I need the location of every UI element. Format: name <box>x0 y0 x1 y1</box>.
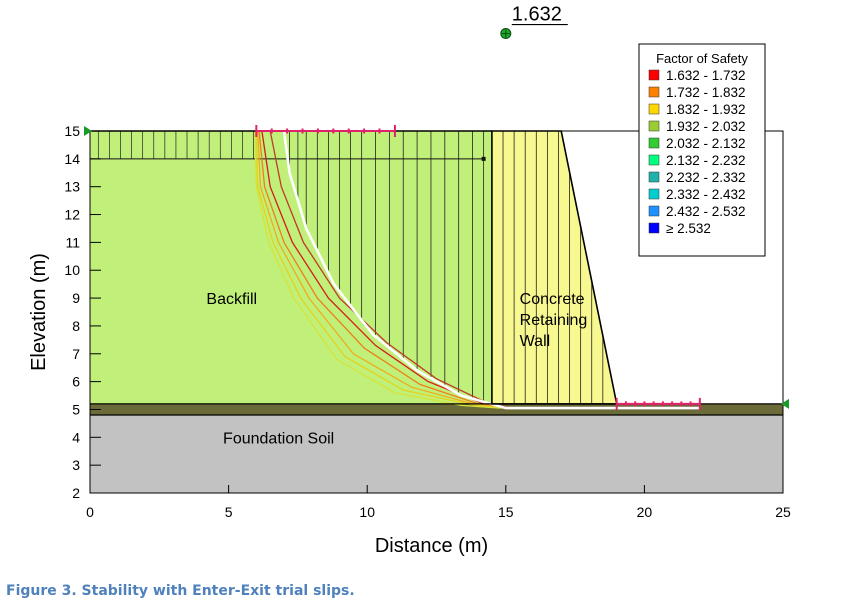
y-tick-label: 4 <box>72 429 80 445</box>
legend-swatch <box>648 69 660 81</box>
legend-swatch <box>648 86 660 98</box>
y-tick-label: 14 <box>64 151 80 167</box>
legend-label: 2.132 - 2.232 <box>666 153 746 168</box>
y-tick-label: 11 <box>65 234 80 250</box>
legend-label: 1.932 - 2.032 <box>666 119 746 134</box>
x-tick-label: 10 <box>359 504 375 520</box>
slice-lines <box>90 131 604 404</box>
y-axis-title: Elevation (m) <box>28 253 50 371</box>
x-tick-label: 25 <box>775 504 791 520</box>
y-tick-label: 10 <box>64 262 80 278</box>
legend-label: 2.332 - 2.432 <box>666 187 746 202</box>
region-label-line: Backfill <box>206 291 257 308</box>
trial-slip <box>258 130 509 409</box>
y-tick-label: 12 <box>64 207 80 223</box>
trial-slip <box>254 130 501 409</box>
x-tick-label: 5 <box>225 504 233 520</box>
legend-box <box>638 43 766 257</box>
x-tick-label: 0 <box>86 504 94 520</box>
region-label: Foundation Soil <box>223 430 334 447</box>
region-label-line: Retaining <box>520 312 588 329</box>
region-concrete-retaining-wall <box>491 131 617 404</box>
y-tick-label: 15 <box>64 123 80 139</box>
region-labels: Backfill Concrete Retaining Wall Foundation … <box>206 291 587 447</box>
region-label-line: Foundation Soil <box>223 430 334 447</box>
right-boundary-marker <box>781 398 789 409</box>
legend-label: 2.032 - 2.132 <box>666 136 746 151</box>
y-tick-label: 3 <box>72 457 80 473</box>
x-tick-label: 15 <box>498 504 514 520</box>
legend-swatch <box>648 103 660 115</box>
y-tick-label: 5 <box>72 401 80 417</box>
region-label: Backfill <box>206 291 257 308</box>
critical-fos-label: 1.632 <box>512 4 562 26</box>
legend-swatch <box>648 188 660 200</box>
region-thin-layer <box>90 403 783 415</box>
legend-label: 2.232 - 2.332 <box>666 170 746 185</box>
y-tick-label: 2 <box>72 485 80 501</box>
entry-exit-markers: 1.632 <box>84 4 789 410</box>
trial-slip <box>255 130 504 409</box>
legend: Factor of Safety 1.632 - 1.732 1.732 - 1.8… <box>638 43 766 257</box>
region-label-line: Concrete <box>520 291 585 308</box>
legend-title: Factor of Safety <box>656 51 748 66</box>
region-foundation-soil <box>90 415 783 493</box>
legend-label: 1.732 - 1.832 <box>666 85 746 100</box>
figure-caption: Figure 3. Stability with Enter-Exit tria… <box>6 583 355 599</box>
legend-swatch <box>648 171 660 183</box>
legend-swatch <box>648 154 660 166</box>
soil-regions <box>90 131 783 493</box>
legend-swatch <box>648 205 660 217</box>
region-backfill <box>90 131 492 404</box>
legend-label: 1.832 - 1.932 <box>666 102 746 117</box>
legend-label: 2.432 - 2.532 <box>666 204 746 219</box>
legend-swatch <box>648 120 660 132</box>
y-tick-label: 13 <box>64 179 80 195</box>
x-axis-title: Distance (m) <box>375 535 488 557</box>
trial-slip <box>257 130 506 409</box>
legend-label: 1.632 - 1.732 <box>666 68 746 83</box>
legend-swatch <box>648 222 660 234</box>
y-tick-label: 7 <box>72 346 80 362</box>
y-tick-label: 8 <box>72 318 80 334</box>
region-label-line: Wall <box>520 333 551 350</box>
axes: 0 5 10 15 20 25 2 3 4 5 6 7 8 9 10 11 12 13 14 15 Distance (… <box>28 123 791 557</box>
x-tick-label: 20 <box>637 504 653 520</box>
y-tick-label: 6 <box>72 374 80 390</box>
water-level-end-marker <box>481 156 486 161</box>
plot-frame <box>89 130 784 494</box>
legend-swatch <box>648 137 660 149</box>
y-tick-label: 9 <box>72 290 80 306</box>
left-boundary-marker <box>84 126 92 136</box>
legend-label: ≥ 2.532 <box>666 221 711 236</box>
region-label: Concrete Retaining Wall <box>520 291 588 350</box>
